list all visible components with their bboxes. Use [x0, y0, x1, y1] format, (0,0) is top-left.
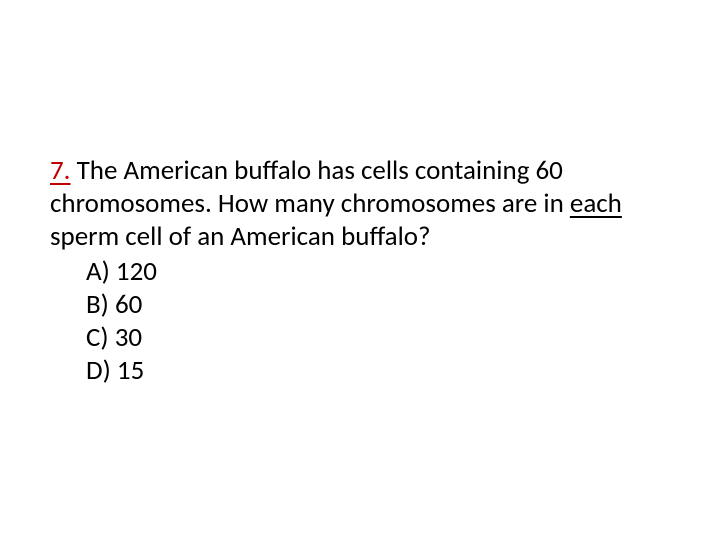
question-underlined-word: each — [570, 187, 622, 220]
question-text: 7. The American buffalo has cells contai… — [50, 155, 670, 254]
question-body-2: sperm cell of an American buffalo? — [50, 220, 431, 253]
question-body-1: The American buffalo has cells containin… — [50, 154, 570, 220]
question-number: 7. — [50, 154, 71, 187]
slide-container: 7. The American buffalo has cells contai… — [0, 0, 720, 540]
option-c: C) 30 — [50, 322, 670, 355]
options-list: A) 120 B) 60 C) 30 D) 15 — [50, 256, 670, 388]
option-b: B) 60 — [50, 289, 670, 322]
option-a: A) 120 — [50, 256, 670, 289]
option-d: D) 15 — [50, 355, 670, 388]
